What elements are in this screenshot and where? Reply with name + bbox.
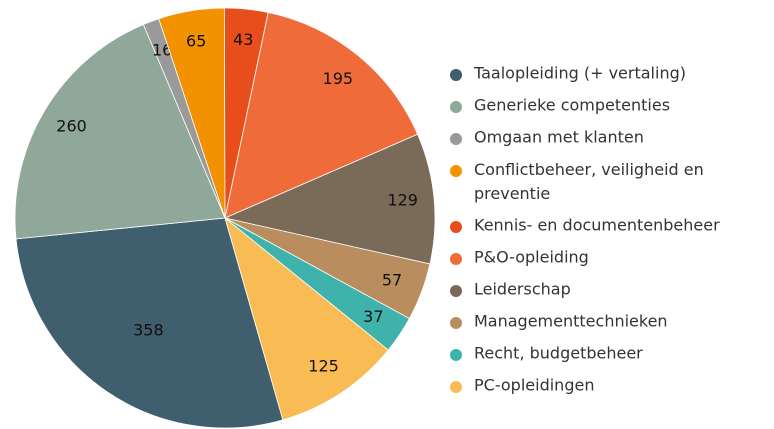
- pie-slice: [15, 217, 284, 429]
- legend-marker: [450, 381, 462, 393]
- legend-marker: [450, 133, 462, 145]
- legend-label: P&O-opleiding: [474, 248, 589, 267]
- legend-marker: [450, 285, 462, 297]
- value-label: 260: [56, 116, 87, 135]
- pie-slice: [224, 216, 389, 421]
- value-label: 358: [133, 320, 164, 339]
- value-label: 37: [363, 307, 383, 326]
- legend-marker: [450, 317, 462, 329]
- legend-marker: [450, 253, 462, 265]
- value-label: 65: [186, 31, 206, 50]
- legend-label: Kennis- en documentenbeheer: [474, 216, 720, 235]
- value-label: 43: [233, 30, 253, 49]
- pie-slice: [223, 133, 436, 265]
- value-label: 57: [382, 270, 402, 289]
- legend-label: Recht, budgetbeheer: [474, 344, 643, 363]
- pie-slice: [14, 23, 226, 240]
- legend-label: PC-opleidingen: [474, 376, 594, 395]
- legend-marker: [450, 349, 462, 361]
- legend-marker: [450, 69, 462, 81]
- legend-label: Taalopleiding (+ vertaling): [473, 64, 686, 83]
- legend-marker: [450, 165, 462, 177]
- value-label: 195: [323, 69, 354, 88]
- pie-slice: [224, 12, 419, 219]
- legend-label: Generieke competenties: [474, 96, 670, 115]
- legend-marker: [450, 221, 462, 233]
- value-label: 125: [308, 356, 339, 375]
- legend-label: Omgaan met klanten: [474, 128, 644, 147]
- value-label: 129: [387, 191, 418, 210]
- legend-label: Conflictbeheer, veiligheid en preventie: [474, 160, 704, 203]
- legend-marker: [450, 101, 462, 113]
- legend-label: Leiderschap: [474, 280, 571, 299]
- legend-label: Managementtechnieken: [474, 312, 668, 331]
